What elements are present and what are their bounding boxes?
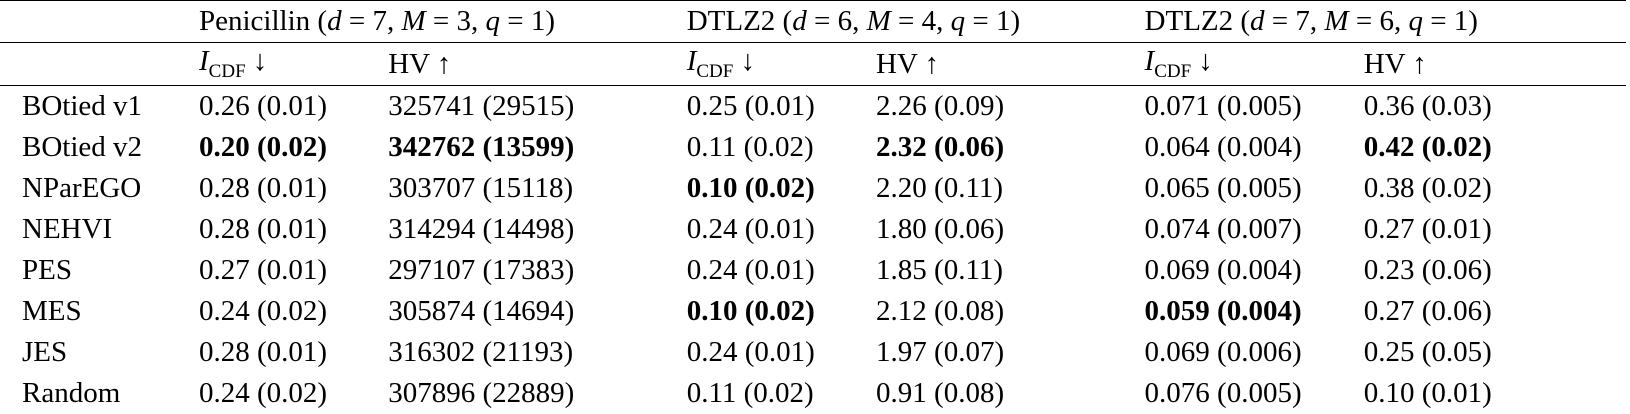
table-cell: 0.23 (0.06) — [1363, 254, 1492, 286]
group-name: DTLZ2 — [686, 5, 776, 37]
table-row: NParEGO 0.28 (0.01) 303707 (15118) 0.10 (0.… — [0, 168, 1626, 209]
table-cell: 0.27 (0.06) — [1363, 295, 1492, 327]
table-cell: 1.97 (0.07) — [876, 336, 1005, 368]
table-row: MES 0.24 (0.02) 305874 (14694) 0.10 (0.02) 2… — [0, 291, 1626, 332]
table-row: BOtied v2 0.20 (0.02) 342762 (13599) 0.11 (… — [0, 127, 1626, 168]
table-cell: 0.10 (0.01) — [1363, 377, 1492, 409]
table-cell: 0.074 (0.007) — [1144, 213, 1302, 245]
table-cell: 0.36 (0.03) — [1363, 85, 1626, 127]
metric-header: ICDF ↓ — [686, 42, 877, 86]
table-cell: 0.11 (0.02) — [686, 131, 814, 163]
table-row: JES 0.28 (0.01) 316302 (21193) 0.24 (0.01) 1… — [0, 332, 1626, 373]
table-cell: 1.80 (0.06) — [876, 213, 1005, 245]
metric-symbol: HV — [1363, 47, 1406, 80]
table-cell: 0.26 (0.01) — [199, 85, 389, 127]
table-cell: 0.20 (0.02) — [199, 131, 328, 163]
table-cell: 0.28 (0.01) — [199, 172, 328, 204]
arrow-down-icon: ↓ — [245, 45, 268, 78]
group-params: (d = 6, M = 4, q = 1) — [782, 5, 1021, 37]
metric-subscript: CDF — [1154, 60, 1192, 82]
metric-symbol: HV — [388, 47, 430, 80]
method-name: NEHVI — [22, 213, 113, 245]
table-cell: 0.076 (0.005) — [1144, 377, 1302, 409]
table-cell: 2.20 (0.11) — [876, 172, 1004, 204]
table-cell: 0.10 (0.02) — [686, 295, 815, 327]
table-cell: 0.24 (0.02) — [199, 295, 328, 327]
metric-header: HV ↑ — [1363, 42, 1626, 86]
table-cell: 307896 (22889) — [388, 377, 575, 409]
metric-header: HV ↑ — [876, 42, 1145, 86]
metric-subscript: CDF — [208, 60, 246, 82]
table-cell: 0.071 (0.005) — [1144, 85, 1364, 127]
table-cell: 303707 (15118) — [388, 172, 574, 204]
metric-symbol: HV — [876, 47, 918, 80]
table-cell: 1.85 (0.11) — [876, 254, 1004, 286]
metric-subscript: CDF — [696, 60, 734, 82]
group-name: DTLZ2 — [1144, 5, 1234, 37]
table-cell: 0.069 (0.006) — [1144, 336, 1302, 368]
table-cell: 0.27 (0.01) — [199, 254, 328, 286]
metric-header: ICDF ↓ — [199, 42, 389, 86]
table-cell: 0.059 (0.004) — [1144, 295, 1302, 327]
table-row: NEHVI 0.28 (0.01) 314294 (14498) 0.24 (0.01… — [0, 209, 1626, 250]
group-params: (d = 7, M = 3, q = 1) — [317, 5, 556, 37]
corner-cell — [0, 42, 199, 86]
table-cell: 325741 (29515) — [388, 85, 687, 127]
table-cell: 2.12 (0.08) — [876, 295, 1005, 327]
table-row: PES 0.27 (0.01) 297107 (17383) 0.24 (0.01) 1… — [0, 250, 1626, 291]
metric-header-row: ICDF ↓ HV ↑ ICDF ↓ HV ↑ ICDF ↓ HV ↑ — [0, 42, 1626, 86]
arrow-down-icon: ↓ — [1191, 45, 1213, 78]
table-cell: 0.24 (0.02) — [199, 377, 328, 409]
table-cell: 314294 (14498) — [388, 213, 575, 245]
group-header-dtlz2-m4: DTLZ2 (d = 6, M = 4, q = 1) — [686, 0, 1145, 43]
table-cell: 0.28 (0.01) — [199, 336, 328, 368]
table-cell: 0.91 (0.08) — [876, 377, 1005, 409]
table-cell: 0.24 (0.01) — [686, 254, 815, 286]
table-cell: 297107 (17383) — [388, 254, 575, 286]
table-cell: 2.26 (0.09) — [876, 85, 1145, 127]
table-cell: 316302 (21193) — [388, 336, 574, 368]
table-cell: 0.11 (0.02) — [686, 377, 814, 409]
table-cell: 0.069 (0.004) — [1144, 254, 1302, 286]
method-name: BOtied v1 — [0, 85, 199, 127]
corner-cell — [0, 0, 199, 43]
arrow-up-icon: ↑ — [917, 47, 940, 80]
method-name: JES — [22, 336, 68, 368]
table-cell: 2.32 (0.06) — [876, 131, 1005, 163]
table-row: Random 0.24 (0.02) 307896 (22889) 0.11 (0.0… — [0, 373, 1626, 414]
arrow-up-icon: ↑ — [429, 47, 452, 80]
table-body: BOtied v1 0.26 (0.01) 325741 (29515) 0.25 (… — [0, 85, 1626, 414]
arrow-down-icon: ↓ — [733, 45, 756, 78]
method-name: PES — [22, 254, 72, 286]
table-row: BOtied v1 0.26 (0.01) 325741 (29515) 0.25 (… — [0, 85, 1626, 127]
table-cell: 305874 (14694) — [388, 295, 575, 327]
table-cell: 0.27 (0.01) — [1363, 213, 1492, 245]
table-cell: 342762 (13599) — [388, 131, 575, 163]
arrow-up-icon: ↑ — [1405, 47, 1427, 80]
metric-header: HV ↑ — [388, 42, 687, 86]
table-cell: 0.38 (0.02) — [1363, 172, 1492, 204]
table-cell: 0.25 (0.01) — [686, 85, 877, 127]
table-cell: 0.42 (0.02) — [1363, 131, 1492, 163]
method-name: MES — [22, 295, 82, 327]
metric-symbol: I — [199, 45, 209, 78]
metric-symbol: I — [686, 45, 697, 78]
group-header-dtlz2-m6: DTLZ2 (d = 7, M = 6, q = 1) — [1144, 0, 1626, 43]
table-cell: 0.24 (0.01) — [686, 213, 815, 245]
metric-header: ICDF ↓ — [1144, 42, 1364, 86]
table-cell: 0.10 (0.02) — [686, 172, 815, 204]
table-cell: 0.28 (0.01) — [199, 213, 328, 245]
group-header-penicillin: Penicillin (d = 7, M = 3, q = 1) — [199, 0, 687, 43]
metric-symbol: I — [1144, 45, 1155, 78]
table-cell: 0.24 (0.01) — [686, 336, 815, 368]
group-params: (d = 7, M = 6, q = 1) — [1240, 5, 1478, 37]
method-name: Random — [22, 377, 121, 409]
method-name: NParEGO — [22, 172, 142, 204]
group-name: Penicillin — [199, 5, 311, 37]
table-cell: 0.065 (0.005) — [1144, 172, 1302, 204]
method-name: BOtied v2 — [22, 131, 143, 163]
table-cell: 0.064 (0.004) — [1144, 131, 1302, 163]
table-cell: 0.25 (0.05) — [1363, 336, 1492, 368]
